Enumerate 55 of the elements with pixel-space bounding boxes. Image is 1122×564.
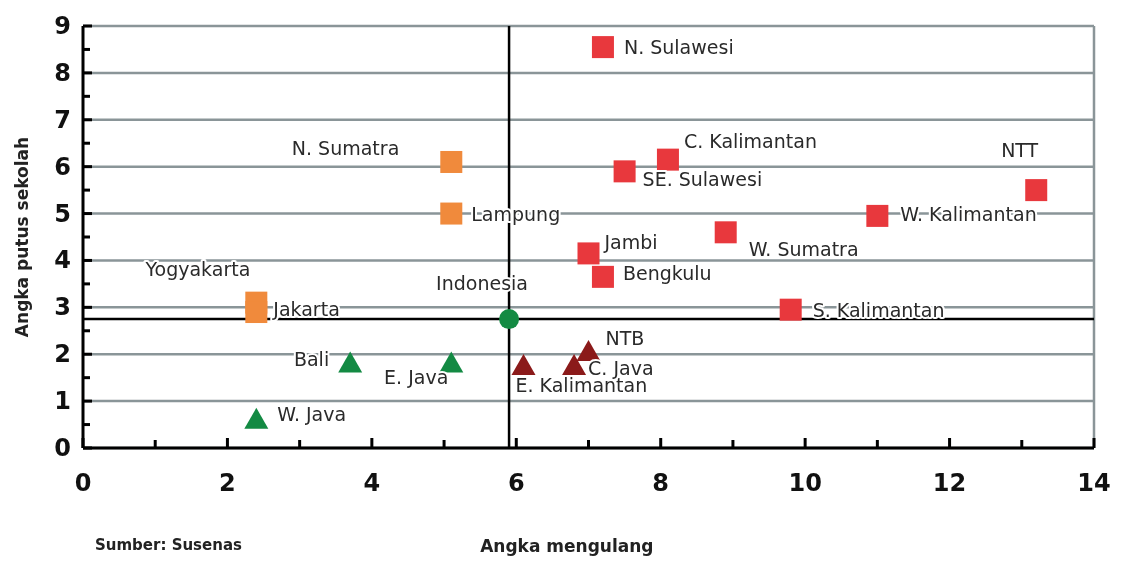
annotation: NTT — [1001, 139, 1039, 162]
x-tick-label: 4 — [363, 469, 381, 497]
annotation: E. Java — [384, 365, 449, 388]
x-tick-label: 10 — [788, 469, 822, 497]
point — [591, 265, 614, 288]
y-tick-label: 8 — [54, 58, 71, 87]
y-tick-label: 6 — [54, 152, 71, 181]
point — [562, 353, 587, 375]
point — [613, 160, 636, 183]
point — [440, 150, 463, 173]
y-tick-label: 2 — [54, 340, 71, 369]
x-axis-title: Angka mengulang — [480, 536, 654, 556]
x-tick-label: 14 — [1077, 469, 1111, 497]
point — [1025, 179, 1048, 202]
point — [577, 242, 600, 265]
y-axis-title: Angka putus sekolah — [12, 136, 32, 338]
annotation: Bengkulu — [622, 261, 712, 284]
annotation: W. Sumatra — [748, 238, 859, 261]
point — [499, 309, 520, 330]
x-tick-label: 2 — [219, 469, 236, 497]
x-tick-label: 6 — [507, 469, 525, 497]
y-tick-label: 7 — [54, 105, 71, 134]
annotation: S. Kalimantan — [812, 298, 945, 321]
annotation: Jambi — [603, 231, 658, 254]
y-tick-label: 1 — [54, 387, 71, 416]
y-tick-label: 5 — [54, 199, 71, 228]
annotation: W. Kalimantan — [900, 202, 1037, 225]
point — [779, 298, 802, 321]
y-tick-label: 4 — [54, 246, 71, 275]
point — [656, 148, 679, 171]
point — [338, 351, 363, 373]
x-tick-label: 8 — [652, 469, 670, 497]
point — [591, 36, 614, 59]
annotation: C. Kalimantan — [683, 129, 817, 152]
x-tick-label: 0 — [74, 469, 92, 497]
annotation: Yogyakarta — [144, 257, 251, 280]
y-tick-label: 0 — [54, 434, 71, 462]
point — [245, 301, 268, 324]
y-tick-label: 3 — [54, 293, 71, 322]
point — [866, 204, 889, 227]
annotation: N. Sulawesi — [623, 36, 734, 59]
point — [244, 407, 269, 429]
point — [576, 339, 601, 361]
y-tick-label: 9 — [54, 12, 71, 40]
annotation: Jakarta — [272, 298, 340, 321]
annotation: NTB — [605, 326, 645, 349]
annotation: W. Java — [277, 402, 347, 425]
annotation: Bali — [293, 347, 330, 370]
annotation: SE. Sulawesi — [642, 168, 763, 191]
text: Sumber: Susenas — [95, 536, 243, 554]
x-tick-label: 12 — [932, 469, 967, 497]
point — [714, 221, 737, 244]
point — [511, 353, 536, 375]
annotation: N. Sumatra — [291, 136, 400, 159]
point — [440, 202, 463, 225]
